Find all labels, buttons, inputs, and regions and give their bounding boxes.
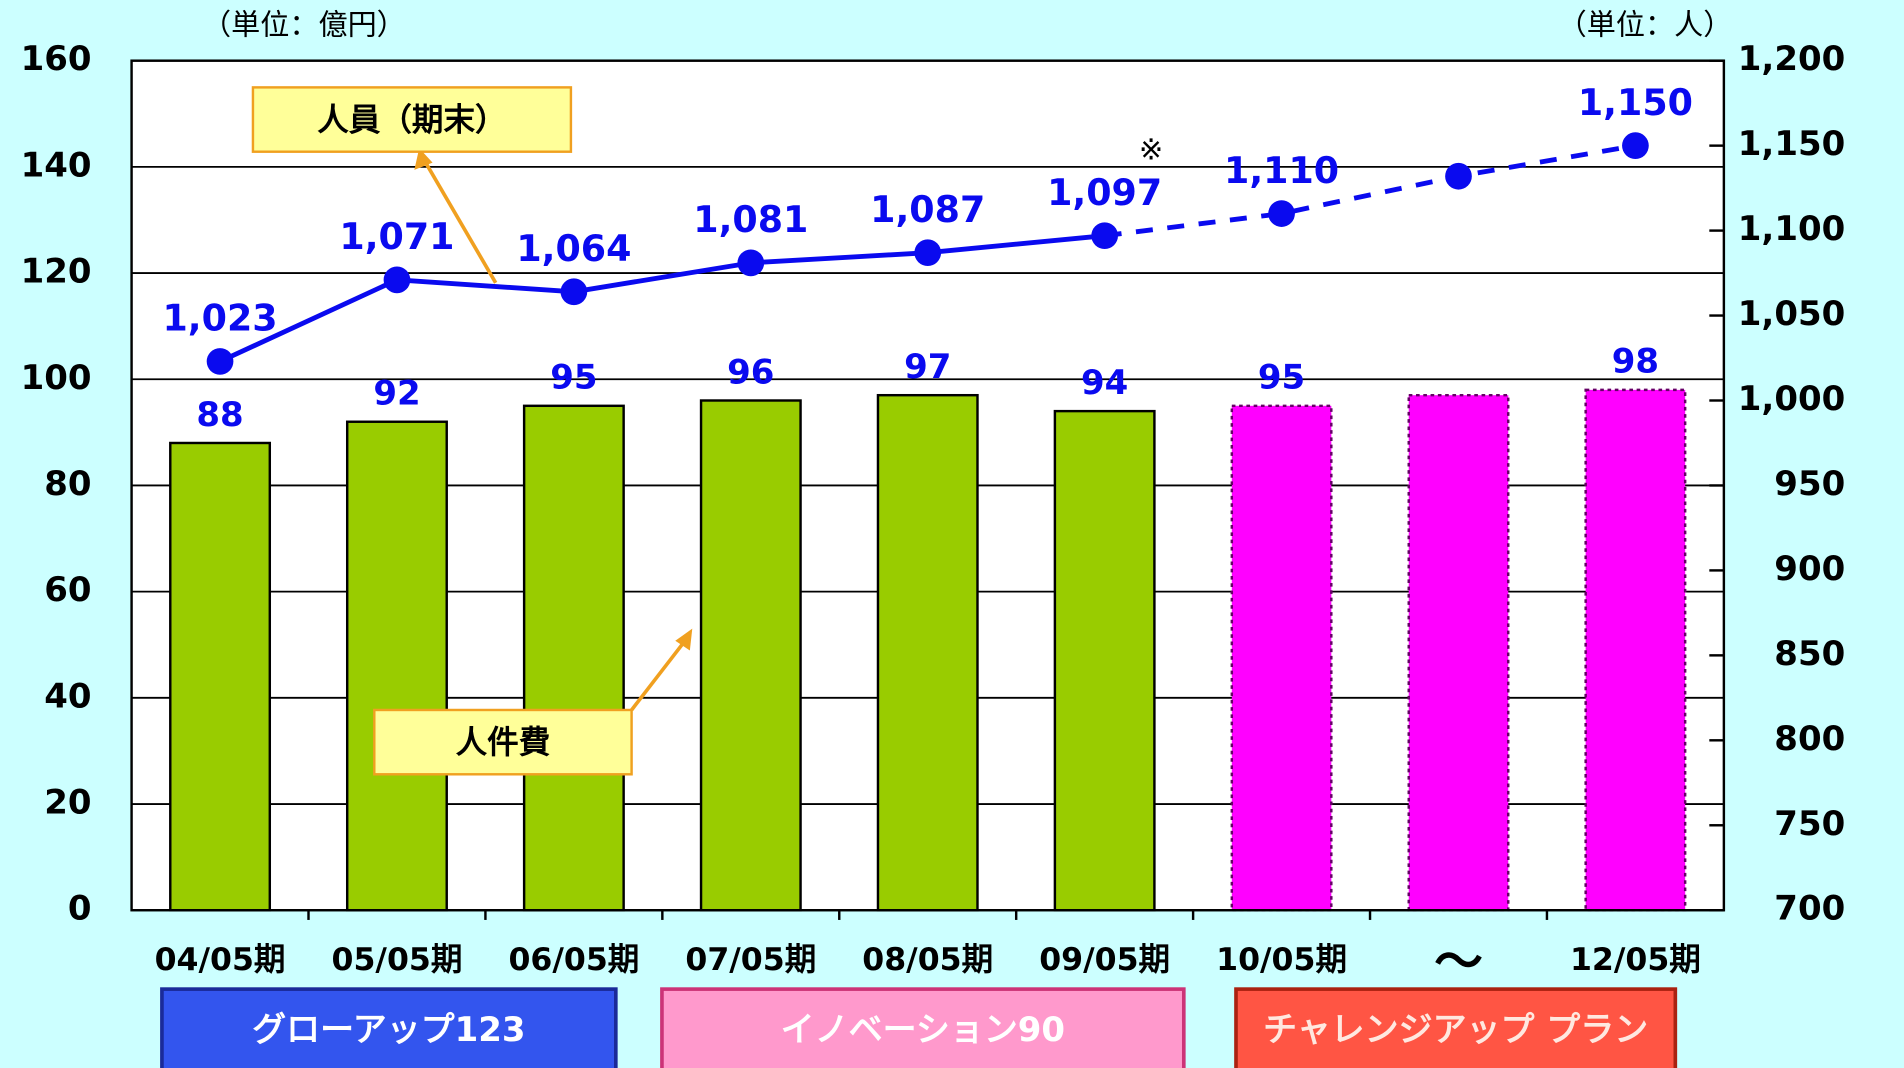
bar — [1407, 393, 1510, 912]
y2-tick-label: 800 — [1774, 719, 1845, 759]
line-value-label: 1,023 — [162, 297, 277, 340]
y2-tick-label: 950 — [1774, 464, 1845, 504]
bar-value-label: 94 — [1081, 363, 1128, 403]
note-mark: ※ — [1139, 133, 1163, 167]
bar — [345, 420, 448, 912]
bar-value-label: 95 — [550, 358, 597, 398]
phase-label: グローアップ123 — [252, 1010, 525, 1050]
line-series — [219, 233, 1105, 364]
x-tick-label: 〜 — [1434, 934, 1483, 990]
unit-right: （単位：人） — [1558, 8, 1733, 42]
y2-tick-label: 1,100 — [1738, 209, 1845, 249]
bar-value-label: 96 — [727, 352, 774, 392]
line-point — [1622, 132, 1649, 159]
phase-box — [1234, 987, 1678, 1068]
y2-tick-label: 700 — [1774, 889, 1845, 929]
line-point — [206, 348, 234, 375]
bar — [1584, 388, 1687, 912]
line-value-label: 1,110 — [1224, 149, 1339, 192]
callout-arrow — [421, 156, 498, 284]
bar-value-label: 97 — [904, 347, 951, 387]
line-point — [1445, 162, 1472, 190]
bar — [1230, 404, 1333, 912]
bar — [699, 399, 802, 912]
phase-label: チャレンジアップ プラン — [1263, 1010, 1648, 1050]
x-tick-label: 09/05期 — [1039, 942, 1170, 978]
bar-value-label: 95 — [1258, 358, 1305, 398]
line-value-label: 1,150 — [1578, 81, 1693, 124]
line-point — [560, 278, 588, 306]
phase-label: イノベーション90 — [781, 1010, 1065, 1050]
y2-tick-label: 750 — [1774, 804, 1845, 844]
y-tick-label: 80 — [44, 464, 91, 504]
callout-box — [251, 86, 573, 153]
x-tick-label: 12/05期 — [1570, 942, 1701, 978]
arrow-head — [675, 628, 693, 651]
line-value-label: 1,064 — [516, 227, 631, 270]
arrow-head — [414, 148, 433, 170]
line-point — [914, 239, 942, 267]
bar-value-label: 88 — [196, 395, 243, 435]
line-point — [1268, 200, 1295, 227]
line-point — [737, 249, 765, 277]
y-tick-label: 100 — [21, 358, 92, 398]
y-tick-label: 140 — [21, 145, 92, 185]
line-point — [1091, 222, 1118, 250]
x-tick-label: 07/05期 — [685, 942, 816, 978]
y-tick-label: 40 — [44, 676, 91, 716]
plot-border — [130, 59, 1726, 912]
bar — [522, 404, 625, 912]
phase-box — [660, 987, 1186, 1068]
callout-box — [373, 708, 633, 776]
bar — [876, 393, 979, 912]
y-tick-label: 20 — [44, 783, 91, 823]
line-series — [1104, 143, 1636, 239]
phase-box — [160, 987, 618, 1068]
y-tick-label: 0 — [68, 889, 92, 929]
unit-left: （単位：億円） — [202, 8, 406, 42]
y2-tick-label: 900 — [1774, 549, 1845, 589]
y2-tick-label: 1,200 — [1738, 39, 1845, 79]
bar-value-label: 92 — [373, 374, 420, 414]
y2-tick-label: 1,050 — [1738, 294, 1845, 334]
y2-tick-label: 850 — [1774, 634, 1845, 674]
line-value-label: 1,081 — [693, 198, 808, 241]
y2-tick-label: 1,150 — [1738, 124, 1845, 164]
x-tick-label: 10/05期 — [1216, 942, 1347, 978]
line-point — [383, 266, 411, 294]
x-tick-label: 04/05期 — [155, 942, 286, 978]
bar — [169, 441, 272, 912]
y-tick-label: 120 — [21, 252, 92, 292]
line-callout: 人員（期末） — [317, 102, 506, 138]
callout-arrow — [630, 639, 687, 712]
line-value-label: 1,097 — [1047, 171, 1162, 214]
line-value-label: 1,087 — [870, 188, 985, 231]
x-tick-label: 05/05期 — [332, 942, 463, 978]
bar — [1053, 409, 1156, 912]
x-tick-label: 06/05期 — [508, 942, 639, 978]
y2-tick-label: 1,000 — [1738, 379, 1845, 419]
bar-value-label: 98 — [1612, 342, 1659, 382]
y-tick-label: 160 — [21, 39, 92, 79]
bar-callout: 人件費 — [456, 725, 551, 761]
x-tick-label: 08/05期 — [862, 942, 993, 978]
line-value-label: 1,071 — [339, 215, 454, 258]
y-tick-label: 60 — [44, 570, 91, 610]
